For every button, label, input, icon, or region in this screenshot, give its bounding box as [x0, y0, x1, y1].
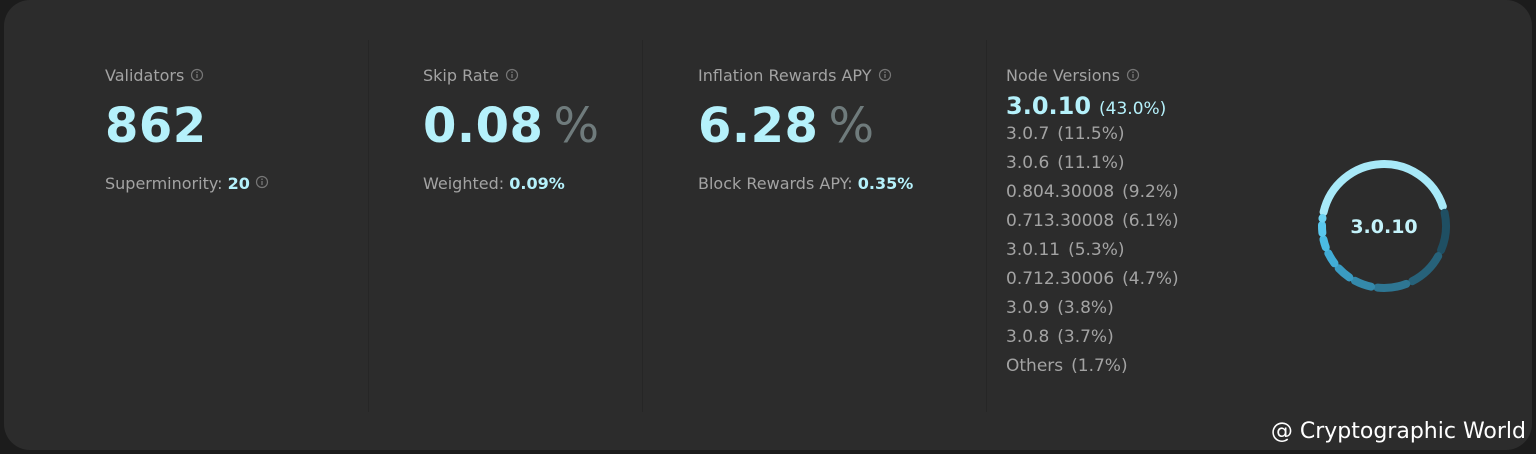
- share-label: (6.1%): [1122, 211, 1179, 231]
- stat-sub: Weighted: 0.09%: [423, 174, 600, 193]
- share-label: (11.1%): [1057, 153, 1125, 173]
- donut-segment: [1319, 235, 1330, 252]
- version: 0.712.30006: [1006, 269, 1115, 289]
- share-label: (11.5%): [1057, 124, 1125, 144]
- nv-item: Others (1.7%): [1006, 352, 1179, 381]
- sub-value: 20: [227, 174, 250, 193]
- sub-value: 0.35%: [857, 174, 914, 193]
- version: 3.0.7: [1006, 124, 1050, 144]
- share-label: (3.7%): [1057, 327, 1114, 347]
- stat-label-text: Inflation Rewards APY: [698, 65, 872, 85]
- donut-chart: 3.0.10: [1318, 160, 1450, 292]
- share-label: (43.0%): [1099, 99, 1167, 119]
- divider: [986, 40, 987, 412]
- stat-number: 6.28: [698, 98, 819, 154]
- sub-value: 0.09%: [509, 174, 565, 193]
- stat-unit: %: [553, 98, 600, 154]
- node-versions: Node Versions 3.0.10 (43.0%) 3.0.7 (11.5%) 3.…: [1006, 64, 1179, 381]
- nv-title-text: Node Versions: [1006, 65, 1121, 85]
- stat-label: Skip Rate: [423, 64, 600, 86]
- info-icon[interactable]: [878, 68, 892, 82]
- info-icon[interactable]: [255, 175, 269, 189]
- version: 3.0.6: [1006, 153, 1050, 173]
- nv-item: 0.712.30006 (4.7%): [1006, 265, 1179, 294]
- stat-value: 0.08%: [423, 98, 600, 154]
- stat-sub: Superminority: 20: [105, 174, 269, 193]
- stat-unit: %: [828, 98, 875, 154]
- info-icon[interactable]: [1126, 68, 1140, 82]
- nv-item: 3.0.8 (3.7%): [1006, 323, 1179, 352]
- donut-center-label: 3.0.10: [1350, 216, 1417, 238]
- divider: [642, 40, 643, 412]
- share-label: (1.7%): [1071, 356, 1128, 376]
- version: Others: [1006, 356, 1064, 376]
- version: 3.0.8: [1006, 327, 1050, 347]
- sub-label: Superminority:: [105, 174, 223, 193]
- version: 3.0.11: [1006, 240, 1061, 260]
- share-label: (5.3%): [1068, 240, 1125, 260]
- stat-column: Validators 862 Superminority: 20: [105, 64, 269, 193]
- nv-item: 3.0.6 (11.1%): [1006, 149, 1179, 178]
- donut-segment: [1373, 279, 1411, 292]
- share-label: (9.2%): [1122, 182, 1179, 202]
- watermark: @ Cryptographic World: [1270, 419, 1526, 444]
- stat-value: 6.28%: [698, 98, 913, 154]
- donut-segment: [1350, 276, 1376, 291]
- stat-column: Inflation Rewards APY 6.28% Block Rewards …: [698, 64, 913, 194]
- stat-number: 0.08: [423, 98, 544, 154]
- donut-segment: [1319, 160, 1447, 217]
- stat-label: Inflation Rewards APY: [698, 64, 913, 86]
- stat-column: Skip Rate 0.08% Weighted: 0.09%: [423, 64, 600, 194]
- stat-label-text: Skip Rate: [423, 65, 499, 85]
- nv-title: Node Versions: [1006, 64, 1179, 86]
- info-icon[interactable]: [505, 68, 519, 82]
- stat-label: Validators: [105, 64, 269, 86]
- nv-item: 0.804.30008 (9.2%): [1006, 178, 1179, 207]
- nv-item: 3.0.9 (3.8%): [1006, 294, 1179, 323]
- sub-label: Weighted:: [423, 174, 505, 193]
- stat-number: 862: [105, 98, 207, 154]
- version: 0.713.30008: [1006, 211, 1115, 231]
- donut-segment: [1324, 249, 1339, 268]
- share-label: (3.8%): [1057, 298, 1114, 318]
- stats-card: Validators 862 Superminority: 20 Skip Rate…: [4, 0, 1532, 450]
- nv-item: 3.0.7 (11.5%): [1006, 120, 1179, 149]
- donut-segment: [1334, 264, 1354, 282]
- nv-item: 0.713.30008 (6.1%): [1006, 207, 1179, 236]
- donut-segment: [1408, 252, 1443, 286]
- share-label: (4.7%): [1122, 269, 1179, 289]
- nv-item: 3.0.11 (5.3%): [1006, 236, 1179, 265]
- donut-segment: [1437, 208, 1450, 255]
- sub-label: Block Rewards APY:: [698, 174, 853, 193]
- stat-label-text: Validators: [105, 65, 185, 85]
- nv-main: 3.0.10 (43.0%): [1006, 92, 1179, 120]
- info-icon[interactable]: [190, 68, 204, 82]
- stat-sub: Block Rewards APY: 0.35%: [698, 174, 913, 193]
- divider: [368, 40, 369, 412]
- stat-value: 862: [105, 98, 269, 154]
- version: 3.0.10: [1006, 92, 1092, 120]
- version: 3.0.9: [1006, 298, 1050, 318]
- version: 0.804.30008: [1006, 182, 1115, 202]
